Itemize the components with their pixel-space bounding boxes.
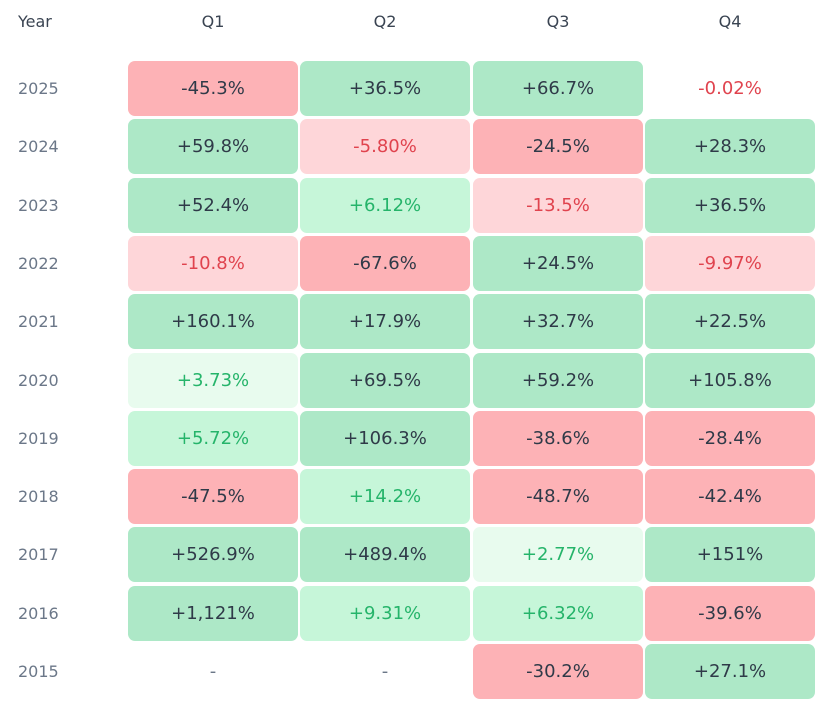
heatmap-cell-2019-q4: -28.4% — [645, 410, 815, 466]
heatmap-cell-2020-q2: +69.5% — [300, 352, 470, 408]
year-label-2018: 2018 — [18, 487, 59, 507]
heatmap-cell-2019-q1: +5.72% — [128, 410, 298, 466]
column-header-q4: Q4 — [718, 12, 742, 31]
heatmap-cell-2016-q3: +6.32% — [473, 585, 643, 641]
heatmap-cell-2019-q2: +106.3% — [300, 410, 470, 466]
heatmap-cell-2017-q3: +2.77% — [473, 527, 643, 583]
heatmap-cell-2022-q3: +24.5% — [473, 235, 643, 291]
column-header-q1: Q1 — [201, 12, 225, 31]
heatmap-cell-2023-q4: +36.5% — [645, 177, 815, 233]
column-header-q3: Q3 — [546, 12, 570, 31]
heatmap-cell-2022-q4: -9.97% — [645, 235, 815, 291]
heatmap-cell-2025-q2: +36.5% — [300, 61, 470, 116]
heatmap-cell-2017-q1: +526.9% — [128, 527, 298, 583]
heatmap-cell-2022-q2: -67.6% — [300, 235, 470, 291]
heatmap-cell-2016-q1: +1,121% — [128, 585, 298, 641]
heatmap-cell-2019-q3: -38.6% — [473, 410, 643, 466]
heatmap-cell-2021-q1: +160.1% — [128, 294, 298, 350]
heatmap-cell-2023-q2: +6.12% — [300, 177, 470, 233]
heatmap-cell-2015-q3: -30.2% — [473, 644, 643, 699]
year-label-2019: 2019 — [18, 428, 59, 448]
heatmap-cell-2022-q1: -10.8% — [128, 235, 298, 291]
heatmap-cell-2020-q4: +105.8% — [645, 352, 815, 408]
heatmap-cell-2025-q1: -45.3% — [128, 61, 298, 116]
heatmap-cell-2017-q4: +151% — [645, 527, 815, 583]
heatmap-cell-2015-q1: - — [209, 661, 217, 682]
heatmap-cell-2020-q1: +3.73% — [128, 352, 298, 408]
year-label-2020: 2020 — [18, 370, 59, 390]
heatmap-cell-2024-q3: -24.5% — [473, 119, 643, 175]
heatmap-cell-2023-q1: +52.4% — [128, 177, 298, 233]
year-label-2016: 2016 — [18, 603, 59, 623]
heatmap-cell-2017-q2: +489.4% — [300, 527, 470, 583]
heatmap-cell-2021-q3: +32.7% — [473, 294, 643, 350]
year-label-2015: 2015 — [18, 662, 59, 681]
column-header-q2: Q2 — [373, 12, 397, 31]
heatmap-cell-2020-q3: +59.2% — [473, 352, 643, 408]
heatmap-cell-2018-q1: -47.5% — [128, 469, 298, 525]
heatmap-cell-2025-q4: -0.02% — [698, 78, 762, 99]
heatmap-cell-2021-q4: +22.5% — [645, 294, 815, 350]
heatmap-cell-2018-q4: -42.4% — [645, 469, 815, 525]
year-label-2023: 2023 — [18, 195, 59, 215]
heatmap-cell-2018-q2: +14.2% — [300, 469, 470, 525]
heatmap-cell-2015-q2: - — [381, 661, 389, 682]
heatmap-cell-2016-q2: +9.31% — [300, 585, 470, 641]
year-label-2021: 2021 — [18, 312, 59, 332]
heatmap-cell-2024-q2: -5.80% — [300, 119, 470, 175]
year-label-2024: 2024 — [18, 137, 59, 157]
year-column-header: Year — [18, 12, 52, 31]
heatmap-cell-2016-q4: -39.6% — [645, 585, 815, 641]
heatmap-cell-2024-q1: +59.8% — [128, 119, 298, 175]
heatmap-cell-2025-q3: +66.7% — [473, 61, 643, 116]
year-label-2017: 2017 — [18, 545, 59, 565]
heatmap-cell-2023-q3: -13.5% — [473, 177, 643, 233]
heatmap-cell-2015-q4: +27.1% — [645, 644, 815, 699]
heatmap-cell-2021-q2: +17.9% — [300, 294, 470, 350]
heatmap-cell-2018-q3: -48.7% — [473, 469, 643, 525]
year-label-2022: 2022 — [18, 253, 59, 273]
year-label-2025: 2025 — [18, 79, 59, 98]
heatmap-cell-2024-q4: +28.3% — [645, 119, 815, 175]
